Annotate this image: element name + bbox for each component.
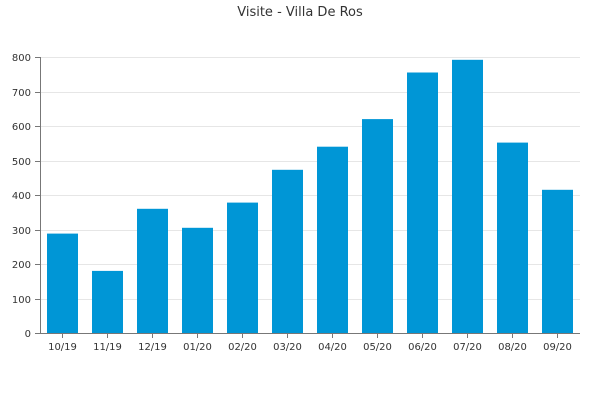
bar-12-19 — [137, 208, 168, 333]
y-tick-label: 400 — [12, 191, 31, 202]
y-tick-label: 0 — [25, 329, 31, 340]
x-tick-label: 07/20 — [453, 342, 482, 353]
x-tick-label: 12/19 — [138, 342, 167, 353]
y-tick-label: 700 — [12, 88, 31, 99]
bar-04-20 — [317, 146, 348, 333]
bar-08-20 — [497, 142, 528, 333]
bar-07-20 — [452, 59, 483, 334]
x-tick-labels: 10/19 11/19 12/19 01/20 02/20 03/20 04/20 05/20… — [48, 342, 572, 353]
bar-02-20 — [227, 202, 258, 333]
x-tick-label: 11/19 — [93, 342, 122, 353]
x-tick-label: 10/19 — [48, 342, 77, 353]
x-tick-label: 05/20 — [363, 342, 392, 353]
y-tick-label: 800 — [12, 53, 31, 64]
x-tick-label: 04/20 — [318, 342, 347, 353]
axes — [35, 57, 580, 338]
x-tick-label: 03/20 — [273, 342, 302, 353]
y-tick-labels: 0 100 200 300 400 500 600 700 800 — [12, 53, 31, 340]
bars — [47, 59, 573, 334]
bar-05-20 — [362, 119, 393, 333]
bar-06-20 — [407, 72, 438, 333]
y-tick-label: 600 — [12, 122, 31, 133]
y-tick-label: 100 — [12, 295, 31, 306]
y-tick-label: 300 — [12, 226, 31, 237]
bar-11-19 — [92, 270, 123, 333]
x-tick-label: 02/20 — [228, 342, 257, 353]
bar-09-20 — [542, 189, 573, 333]
x-tick-label: 09/20 — [543, 342, 572, 353]
bar-01-20 — [182, 227, 213, 333]
bar-10-19 — [47, 233, 78, 333]
y-tick-label: 200 — [12, 260, 31, 271]
x-tick-label: 01/20 — [183, 342, 212, 353]
chart-title: Visite - Villa De Ros — [237, 5, 363, 20]
x-tick-label: 08/20 — [498, 342, 527, 353]
bar-03-20 — [272, 169, 303, 333]
gridlines — [40, 57, 580, 300]
y-tick-label: 500 — [12, 157, 31, 168]
x-tick-label: 06/20 — [408, 342, 437, 353]
